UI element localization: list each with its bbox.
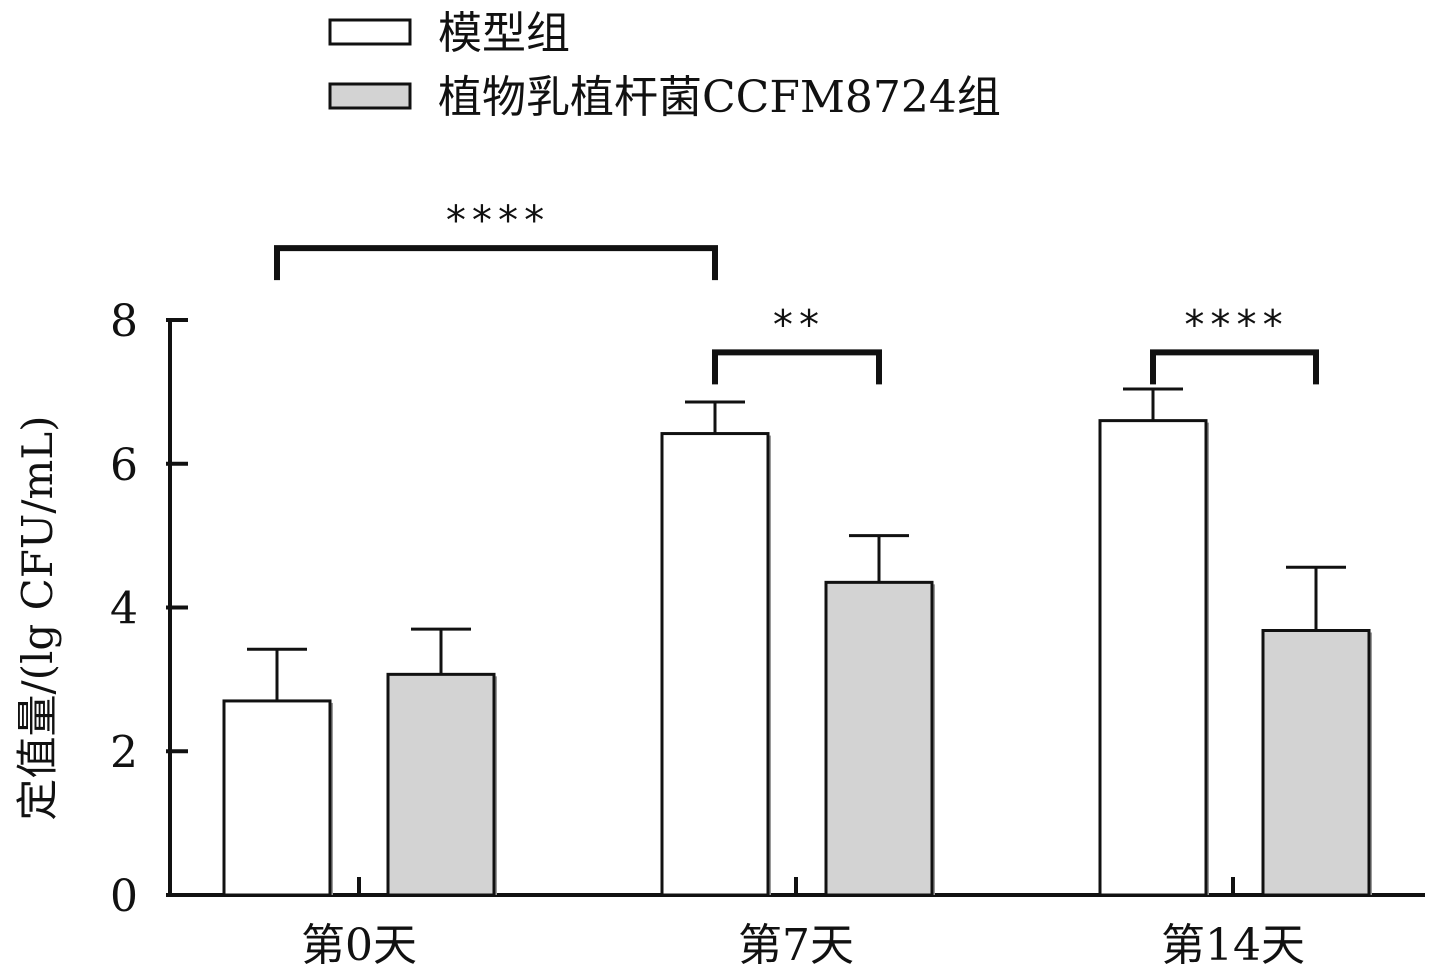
bar xyxy=(1261,629,1371,897)
significance-bracket xyxy=(712,349,882,385)
significance-label: **** xyxy=(444,198,548,244)
x-tick-label: 第14天 xyxy=(1161,920,1305,971)
significance-bracket xyxy=(274,245,718,281)
legend-swatch xyxy=(328,82,412,110)
y-tick-label: 6 xyxy=(110,440,138,491)
y-tick-label: 0 xyxy=(110,871,138,922)
y-tick-label: 2 xyxy=(110,727,138,778)
significance-label: ** xyxy=(771,302,823,348)
bar xyxy=(660,432,770,897)
bar xyxy=(824,580,934,897)
y-tick-label: 8 xyxy=(110,296,138,347)
y-axis: 0 2 4 6 8 xyxy=(110,296,188,922)
bar xyxy=(222,699,332,897)
y-tick-label: 4 xyxy=(110,584,138,635)
significance-label: **** xyxy=(1182,302,1286,348)
bar xyxy=(1098,419,1208,897)
y-axis-label: 定值量/(lg CFU/mL) xyxy=(13,415,62,820)
significance-bracket xyxy=(1150,349,1319,385)
x-tick-label: 第7天 xyxy=(738,920,854,971)
legend-label: 植物乳植杆菌CCFM8724组 xyxy=(438,72,1001,123)
x-tick-label: 第0天 xyxy=(301,920,417,971)
legend-label: 模型组 xyxy=(438,8,570,59)
bar xyxy=(386,672,496,897)
significance-brackets: ****** **** xyxy=(274,198,1319,385)
bars xyxy=(222,387,1372,897)
legend-swatch xyxy=(328,18,412,46)
x-axis: 第0天 第7天 第14天 xyxy=(168,877,1425,971)
